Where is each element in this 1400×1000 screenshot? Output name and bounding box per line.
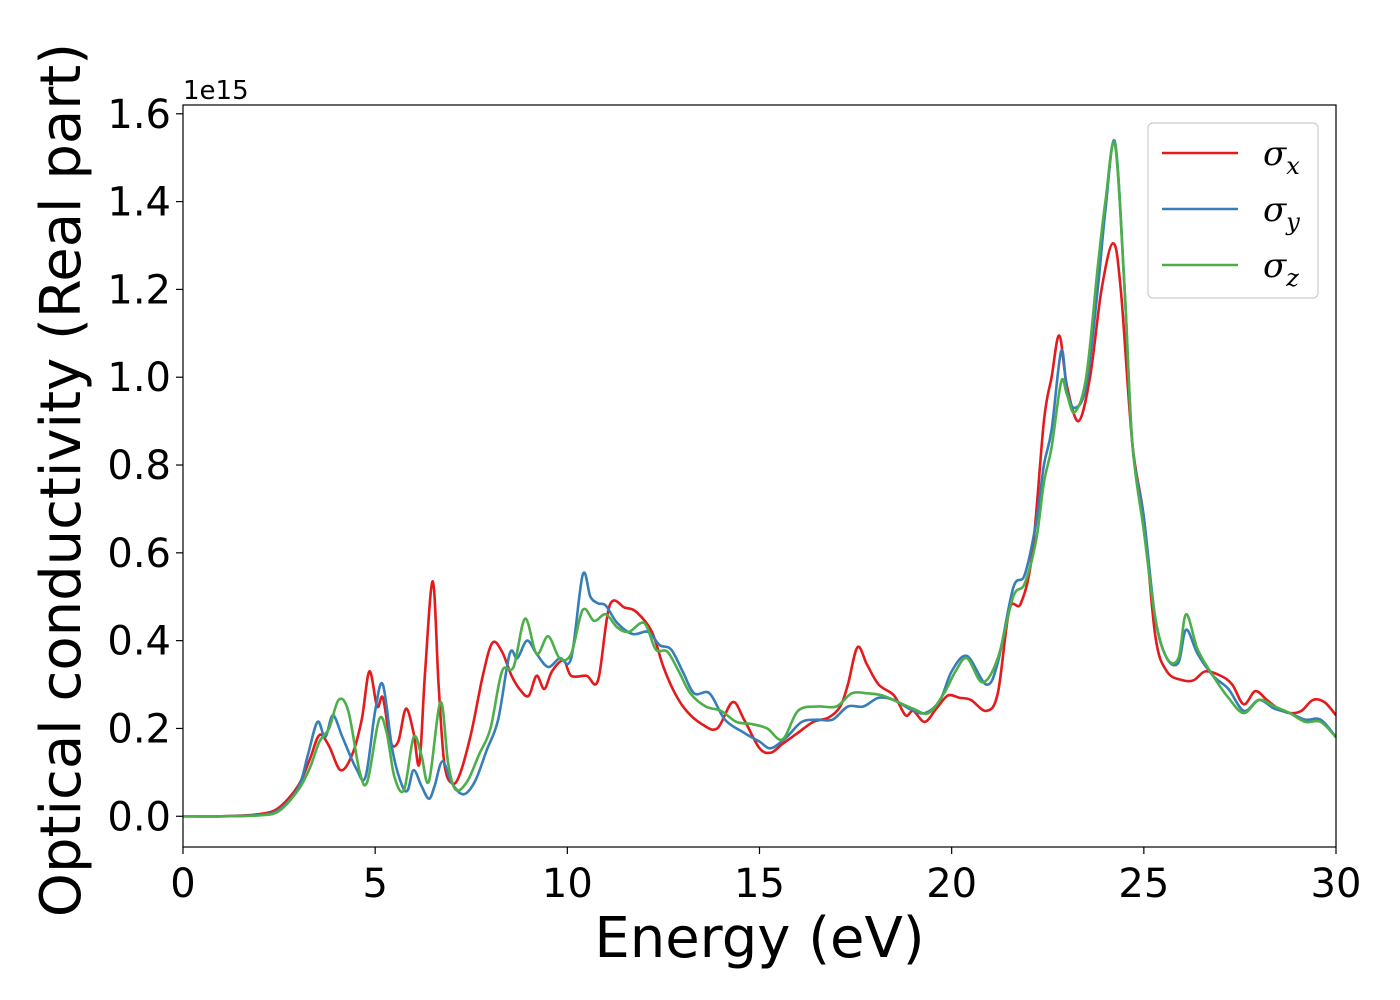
y-tick-label: 0.4 <box>107 619 171 665</box>
legend: σx σy σz <box>1147 122 1319 299</box>
x-tick-label: 0 <box>170 861 195 907</box>
legend-entry: σz <box>1162 246 1299 292</box>
x-tick-label: 25 <box>1118 861 1169 907</box>
legend-label-z: σz <box>1263 246 1299 292</box>
legend-label-y: σy <box>1263 190 1300 236</box>
legend-entry: σy <box>1162 190 1300 236</box>
x-axis-ticks: 0 5 10 15 20 25 30 <box>170 847 1361 907</box>
x-tick-label: 5 <box>362 861 387 907</box>
y-tick-label: 0.2 <box>107 706 171 752</box>
x-tick-label: 20 <box>926 861 977 907</box>
y-axis-label: Optical conductivity (Real part) <box>29 43 94 917</box>
legend-label-x: σx <box>1263 134 1300 180</box>
y-tick-label: 0.0 <box>107 794 171 840</box>
y-tick-label: 0.8 <box>107 443 171 489</box>
legend-entry: σx <box>1162 134 1300 180</box>
y-tick-label: 1.0 <box>107 355 171 401</box>
series-line-z <box>183 140 1336 818</box>
legend-box <box>1147 122 1319 299</box>
y-axis-ticks: 0.0 0.2 0.4 0.6 0.8 1.0 1.2 1.4 1.6 <box>107 92 183 840</box>
x-tick-label: 30 <box>1311 861 1362 907</box>
y-axis-offset-text: 1e15 <box>183 76 249 106</box>
x-tick-label: 10 <box>542 861 593 907</box>
y-tick-label: 1.6 <box>107 92 171 138</box>
series-layer <box>183 139 1336 818</box>
x-axis-label: Energy (eV) <box>594 906 924 971</box>
x-tick-label: 15 <box>734 861 785 907</box>
y-tick-label: 1.4 <box>107 180 171 226</box>
y-tick-label: 0.6 <box>107 531 171 577</box>
y-tick-label: 1.2 <box>107 267 171 313</box>
